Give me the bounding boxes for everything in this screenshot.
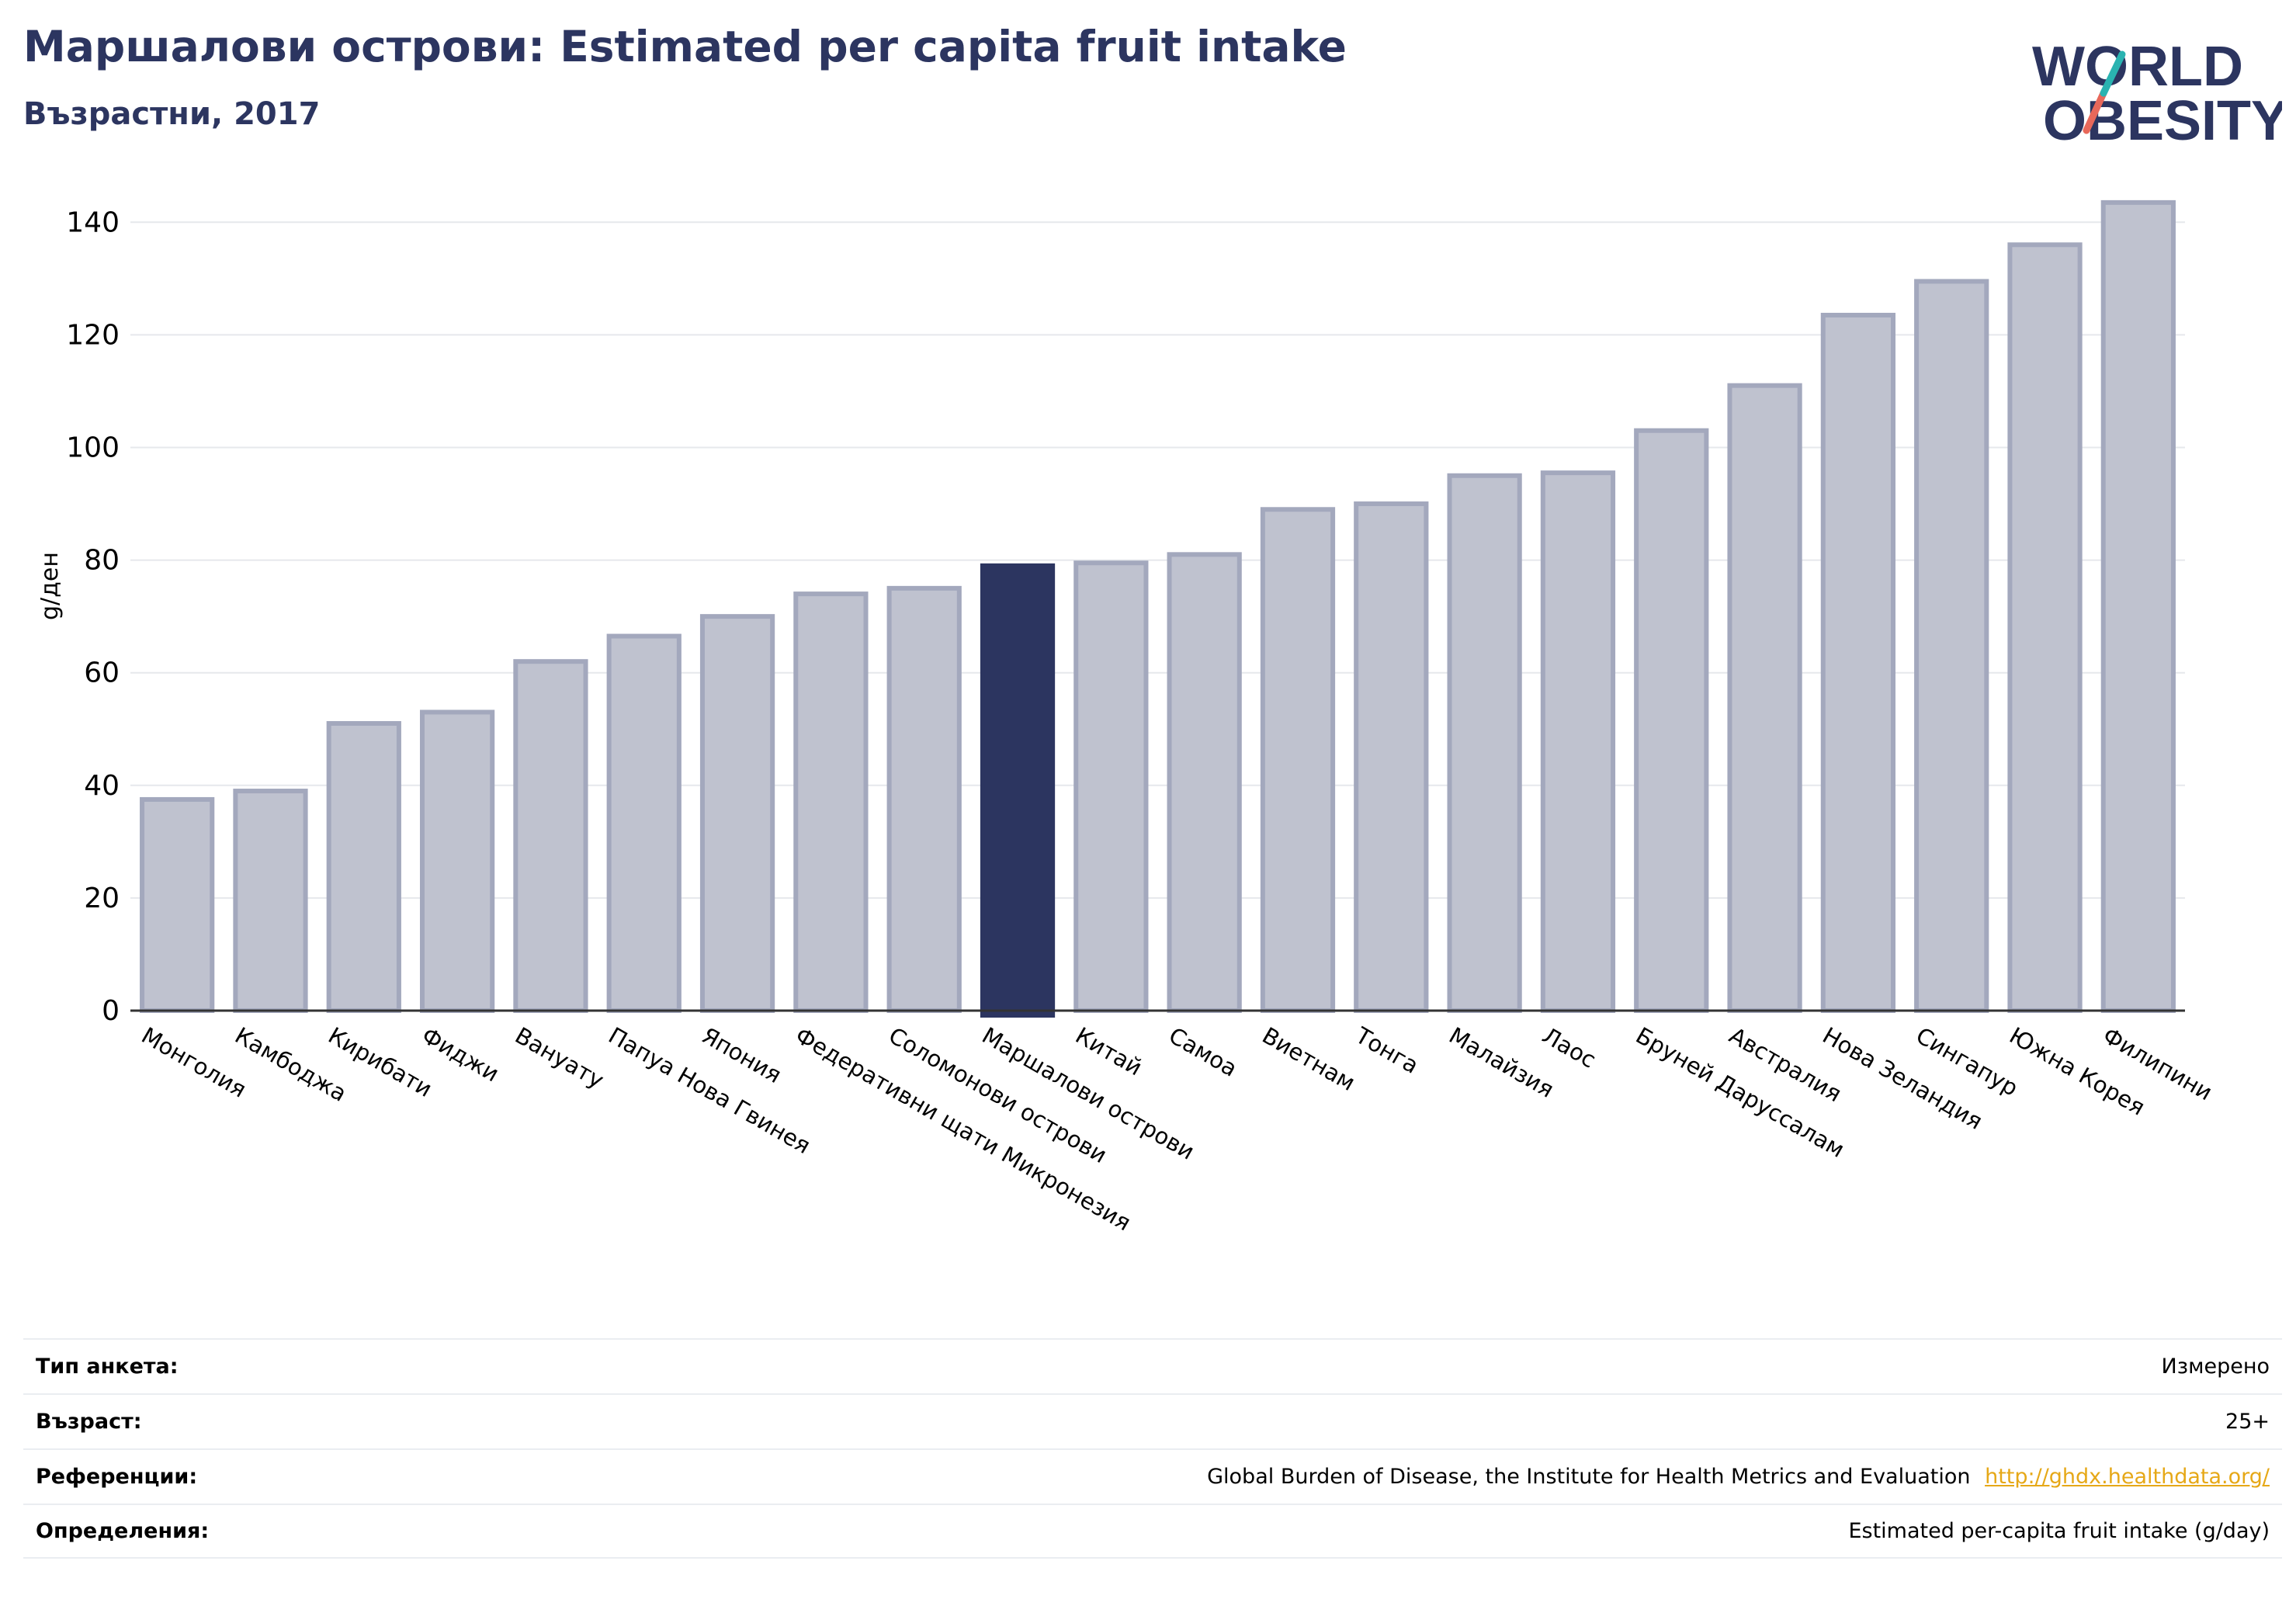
- meta-row-survey: Тип анкета: Измерено: [23, 1338, 2282, 1393]
- bar: [1447, 473, 1522, 1013]
- meta-age-value: 25+: [2225, 1410, 2270, 1434]
- meta-ref-link[interactable]: http://ghdx.healthdata.org/: [1985, 1465, 2270, 1489]
- x-tick-label: Китай: [1071, 1022, 1146, 1081]
- logo-word-world: WORLD: [2032, 36, 2243, 98]
- y-tick-label: 140: [66, 206, 120, 238]
- bar: [326, 720, 401, 1013]
- bar: [1820, 312, 1896, 1013]
- bar: [2100, 199, 2176, 1013]
- meta-ref-value: Global Burden of Disease, the Institute …: [1207, 1465, 1971, 1489]
- bar: [980, 563, 1056, 1018]
- x-tick-label: Вануату: [511, 1022, 609, 1094]
- bar: [699, 614, 775, 1013]
- meta-ref-value-wrap: Global Burden of Disease, the Institute …: [1207, 1465, 2270, 1489]
- x-tick-label: Нова Зеландия: [1818, 1022, 1987, 1135]
- page-title: Маршалови острови: Estimated per capita …: [23, 22, 1347, 71]
- page-subtitle: Възрастни, 2017: [23, 96, 321, 132]
- logo-slash-coral: [2083, 89, 2107, 134]
- y-axis-label: g/ден: [36, 552, 64, 620]
- bar: [1073, 560, 1149, 1013]
- bar: [1260, 507, 1336, 1013]
- bar-chart: 020406080100120140g/денМонголияКамбоджаК…: [36, 199, 2217, 1236]
- bar: [513, 659, 588, 1013]
- logo-slash-teal: [2100, 50, 2126, 97]
- metadata-table: Тип анкета: Измерено Възраст: 25+ Рефере…: [23, 1338, 2282, 1559]
- bar: [2007, 242, 2083, 1013]
- x-tick-label: Малайзия: [1445, 1022, 1559, 1103]
- meta-row-definitions: Определения: Estimated per-capita fruit …: [23, 1504, 2282, 1559]
- y-tick-label: 120: [66, 319, 120, 351]
- y-tick-label: 60: [84, 657, 120, 689]
- x-tick-label: Монголия: [137, 1022, 251, 1103]
- bar: [1634, 428, 1709, 1013]
- bar: [1727, 383, 1802, 1014]
- bar: [886, 585, 962, 1013]
- y-tick-label: 20: [84, 883, 120, 914]
- meta-row-references: Референции: Global Burden of Disease, th…: [23, 1448, 2282, 1504]
- bar: [606, 633, 682, 1013]
- y-tick-label: 100: [66, 432, 120, 463]
- bar: [1914, 279, 1989, 1013]
- y-tick-label: 0: [102, 995, 120, 1027]
- meta-def-label: Определения:: [36, 1519, 210, 1543]
- y-tick-label: 80: [84, 545, 120, 577]
- meta-survey-label: Тип анкета:: [36, 1354, 179, 1379]
- bar: [419, 709, 495, 1014]
- meta-survey-value: Измерено: [2161, 1354, 2270, 1379]
- bar: [793, 591, 869, 1013]
- bar: [1354, 501, 1429, 1013]
- meta-ref-label: Референции:: [36, 1465, 198, 1489]
- meta-def-value: Estimated per-capita fruit intake (g/day…: [1848, 1519, 2270, 1543]
- logo-word-obesity: OBESITY: [2043, 90, 2282, 152]
- meta-row-age: Възраст: 25+: [23, 1393, 2282, 1448]
- meta-age-label: Възраст:: [36, 1410, 142, 1434]
- bar: [233, 789, 308, 1013]
- x-tick-label: Тонга: [1351, 1021, 1424, 1079]
- bar: [140, 796, 215, 1013]
- x-tick-label: Самоа: [1164, 1022, 1242, 1082]
- world-obesity-logo: WORLD OBESITY: [2032, 36, 2282, 152]
- x-tick-label: Виетнам: [1257, 1022, 1359, 1096]
- bar: [1540, 470, 1616, 1013]
- y-tick-label: 40: [84, 770, 120, 802]
- bar: [1167, 552, 1242, 1013]
- x-tick-label: Лаос: [1538, 1022, 1600, 1074]
